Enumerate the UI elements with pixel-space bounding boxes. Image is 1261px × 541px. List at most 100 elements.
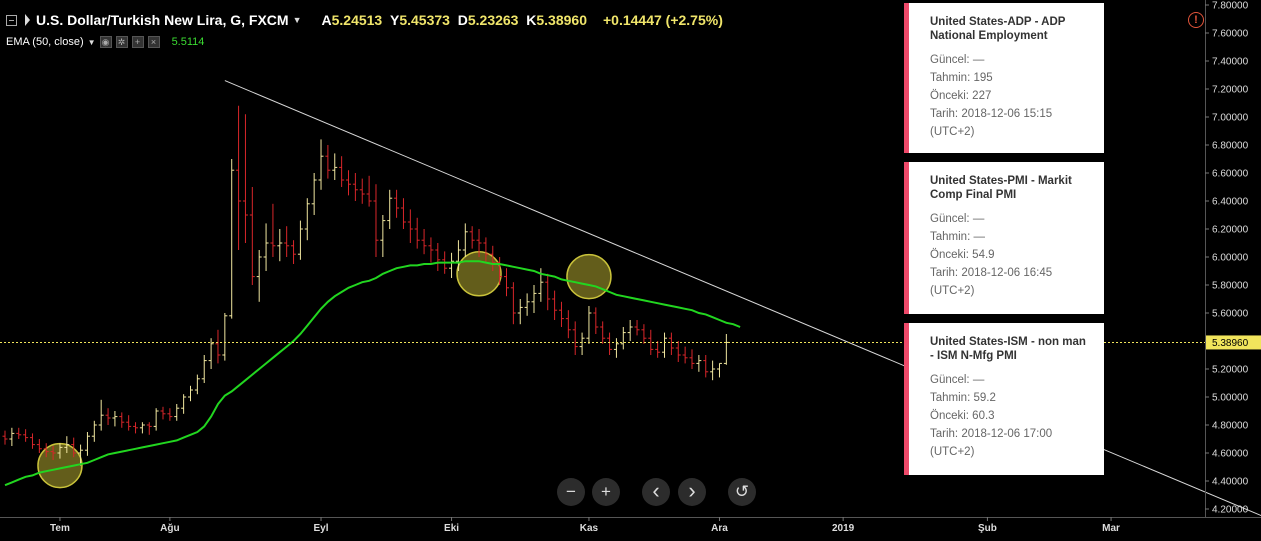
ohlc-bar [462,223,468,257]
ohlc-bar [249,187,255,285]
y-tick-label: 7.00000 [1212,113,1249,124]
x-tick-label: Kas [580,523,599,534]
ohlc-bar [57,443,63,459]
zoom-out-button[interactable]: − [557,478,585,506]
indicator-chevron-icon[interactable]: ▼ [87,37,96,47]
event-card-ism[interactable]: United States-ISM - non man - ISM N-Mfg … [904,323,1104,475]
eye-icon[interactable]: ◉ [99,36,112,48]
reset-chart-button[interactable]: ↺ [728,478,756,506]
ohlc-bar [668,332,674,355]
ohlc-bar [242,114,248,243]
ohlc-bar [565,310,571,339]
ohlc-bar [126,415,132,431]
event-date: Tarih: 2018-12-06 15:15 [930,108,1053,120]
ohlc-bar [98,399,104,431]
y-tick-label: 4.60000 [1212,449,1249,460]
ohlc-bar [579,332,585,355]
ohlc-bar [593,307,599,334]
ohlc-bar [339,156,345,187]
event-previous: Önceki: 227 [930,90,992,102]
ohlc-bar [263,223,269,271]
ohlc-bar [380,215,386,257]
scroll-right-button[interactable]: › [678,478,706,506]
ohlc-bar [256,250,262,302]
x-tick-label: Eki [444,523,459,534]
ohlc-bar [318,139,324,190]
event-title: United States-ADP - ADP National Employm… [930,16,1066,42]
low-value: 5.23263 [467,12,519,28]
ohlc-bar [449,252,455,278]
y-tick-label: 4.80000 [1212,421,1249,432]
ohlc-bar [16,427,22,439]
ohlc-bar [627,320,633,341]
ohlc-bar [476,229,482,257]
ohlc-bar [620,327,626,350]
ohlc-bar [297,220,303,260]
ohlc-bar [641,324,647,344]
ohlc-bar [435,243,441,271]
y-tick-label: 7.80000 [1212,1,1249,12]
trend-line[interactable] [224,80,1261,517]
chevron-down-icon[interactable]: ▼ [292,15,302,25]
settings-icon[interactable]: ✲ [115,36,128,48]
ohlc-bar [634,320,640,336]
x-tick-label: 2019 [832,523,855,534]
ohlc-bar [36,439,42,453]
ohlc-bar [517,299,523,325]
ohlc-bar [428,237,434,263]
ohlc-bar [2,430,8,445]
y-tick-label: 6.00000 [1212,253,1249,264]
remove-icon[interactable]: × [147,36,160,48]
event-timezone: (UTC+2) [930,285,975,297]
zoom-in-button[interactable]: + [592,478,620,506]
ohlc-bar [105,408,111,425]
ohlc-bar [332,153,338,180]
ohlc-bar [194,374,200,395]
y-tick-label: 5.20000 [1212,365,1249,376]
y-tick-label: 6.60000 [1212,169,1249,180]
event-current: Güncel: — [930,54,985,66]
open-label: A [321,12,332,28]
ohlc-bar [291,240,297,264]
ohlc-bar [215,329,221,364]
scroll-left-button[interactable]: ‹ [642,478,670,506]
high-label: Y [390,12,400,28]
event-forecast: Tahmin: — [930,231,985,243]
ohlc-bar [325,145,331,179]
warning-icon[interactable]: ! [1188,12,1204,28]
time-axis[interactable]: Tem Ağu Eyl Eki Kas Ara 2019 Şub Mar [50,517,1120,534]
ohlc-bar [421,229,427,255]
ohlc-bar [387,189,393,229]
y-tick-label: 5.80000 [1212,281,1249,292]
ohlc-bar [552,290,558,320]
symbol-title[interactable]: U.S. Dollar/Turkish New Lira, G, FXCM [36,12,289,28]
event-card-adp[interactable]: United States-ADP - ADP National Employm… [904,3,1104,153]
ohlc-bar [50,446,56,460]
ohlc-bar [545,273,551,311]
y-tick-label: 4.20000 [1212,505,1249,516]
indicator-name[interactable]: EMA (50, close) [6,36,84,48]
event-previous: Önceki: 54.9 [930,249,995,261]
ohlc-bar [153,408,159,431]
collapse-icon[interactable] [6,14,17,26]
more-icon[interactable]: + [131,36,144,48]
ohlc-bar [352,173,358,201]
ohlc-bar [394,189,400,218]
event-card-pmi[interactable]: United States-PMI - Markit Comp Final PM… [904,162,1104,314]
ohlc-bar [174,404,180,421]
indicator-legend: EMA (50, close) ▼ ◉ ✲ + × 5.5114 [6,36,204,48]
y-tick-label: 6.40000 [1212,197,1249,208]
flag-icon [25,14,30,26]
ohlc-bar [112,411,118,427]
ohlc-bar [119,412,125,428]
price-axis[interactable]: 7.80000 7.60000 7.40000 7.20000 7.00000 6.800… [1205,1,1249,516]
x-tick-label: Eyl [314,523,329,534]
close-value: 5.38960 [536,12,587,28]
last-price-label: 5.38960 [1206,335,1261,350]
ohlc-bar [71,437,77,458]
ohlc-bar [222,313,228,361]
ohlc-bar [91,420,97,442]
symbol-header: U.S. Dollar/Turkish New Lira, G, FXCM ▼ … [6,12,723,28]
ohlc-bar [558,301,564,327]
